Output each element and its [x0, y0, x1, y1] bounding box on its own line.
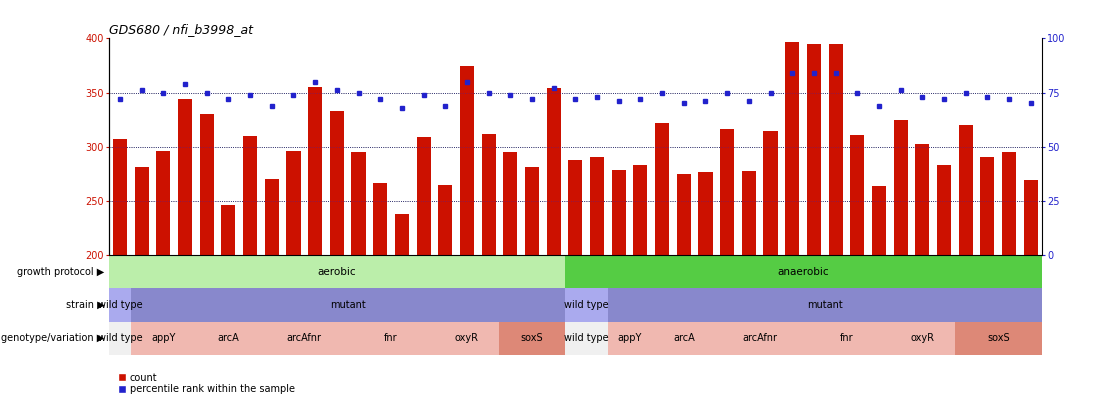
Text: arcAfnr: arcAfnr: [742, 333, 778, 343]
Bar: [109, 255, 565, 288]
Bar: [309, 87, 322, 255]
Text: arcA: arcA: [673, 333, 695, 343]
Text: soxS: soxS: [987, 333, 1009, 343]
Text: wild type: wild type: [564, 333, 608, 343]
Bar: [955, 322, 1042, 355]
Text: fnr: fnr: [840, 333, 853, 343]
Text: mutant: mutant: [807, 300, 842, 310]
Text: oxyR: oxyR: [910, 333, 935, 343]
Bar: [109, 322, 130, 355]
Bar: [286, 151, 301, 255]
Bar: [742, 171, 756, 255]
Bar: [547, 88, 560, 255]
Bar: [608, 288, 1042, 322]
Bar: [135, 167, 149, 255]
Bar: [196, 322, 261, 355]
Bar: [222, 205, 235, 255]
Bar: [565, 288, 608, 322]
Bar: [937, 165, 951, 255]
Bar: [565, 322, 608, 355]
Bar: [568, 160, 583, 255]
Text: wild type: wild type: [564, 300, 608, 310]
Text: fnr: fnr: [384, 333, 398, 343]
Bar: [352, 152, 365, 255]
Bar: [113, 139, 127, 255]
Bar: [872, 186, 886, 255]
Bar: [829, 44, 842, 255]
Bar: [130, 288, 565, 322]
Bar: [850, 135, 864, 255]
Text: oxyR: oxyR: [455, 333, 479, 343]
Bar: [655, 123, 670, 255]
Bar: [438, 185, 452, 255]
Text: aerobic: aerobic: [317, 267, 356, 277]
Bar: [199, 114, 214, 255]
Bar: [348, 322, 434, 355]
Bar: [716, 322, 803, 355]
Bar: [330, 111, 344, 255]
Text: mutant: mutant: [330, 300, 365, 310]
Bar: [634, 165, 647, 255]
Bar: [980, 157, 995, 255]
Bar: [916, 143, 929, 255]
Bar: [109, 288, 130, 322]
Bar: [720, 130, 734, 255]
Text: wild type: wild type: [98, 300, 143, 310]
Bar: [525, 167, 539, 255]
Bar: [890, 322, 955, 355]
Bar: [156, 151, 170, 255]
Text: arcA: arcA: [217, 333, 240, 343]
Bar: [1024, 180, 1038, 255]
Text: growth protocol ▶: growth protocol ▶: [17, 267, 105, 277]
Bar: [499, 322, 565, 355]
Text: GDS680 / nfi_b3998_at: GDS680 / nfi_b3998_at: [109, 23, 253, 36]
Bar: [565, 255, 1042, 288]
Bar: [803, 322, 890, 355]
Bar: [807, 44, 821, 255]
Bar: [481, 134, 496, 255]
Bar: [652, 322, 716, 355]
Text: anaerobic: anaerobic: [778, 267, 829, 277]
Bar: [261, 322, 348, 355]
Text: genotype/variation ▶: genotype/variation ▶: [1, 333, 105, 343]
Bar: [434, 322, 499, 355]
Bar: [394, 214, 409, 255]
Bar: [130, 322, 196, 355]
Bar: [785, 42, 799, 255]
Bar: [178, 99, 192, 255]
Legend: count, percentile rank within the sample: count, percentile rank within the sample: [114, 369, 299, 398]
Bar: [698, 172, 713, 255]
Bar: [265, 179, 278, 255]
Text: arcAfnr: arcAfnr: [286, 333, 322, 343]
Text: strain ▶: strain ▶: [66, 300, 105, 310]
Bar: [417, 137, 431, 255]
Bar: [243, 136, 257, 255]
Text: wild type: wild type: [98, 333, 143, 343]
Bar: [893, 120, 908, 255]
Bar: [590, 157, 604, 255]
Bar: [1001, 152, 1016, 255]
Text: soxS: soxS: [520, 333, 544, 343]
Bar: [612, 170, 626, 255]
Bar: [763, 130, 778, 255]
Bar: [373, 183, 388, 255]
Bar: [460, 66, 475, 255]
Text: appY: appY: [617, 333, 642, 343]
Bar: [676, 174, 691, 255]
Bar: [608, 322, 652, 355]
Bar: [959, 125, 973, 255]
Bar: [504, 152, 517, 255]
Text: appY: appY: [152, 333, 176, 343]
